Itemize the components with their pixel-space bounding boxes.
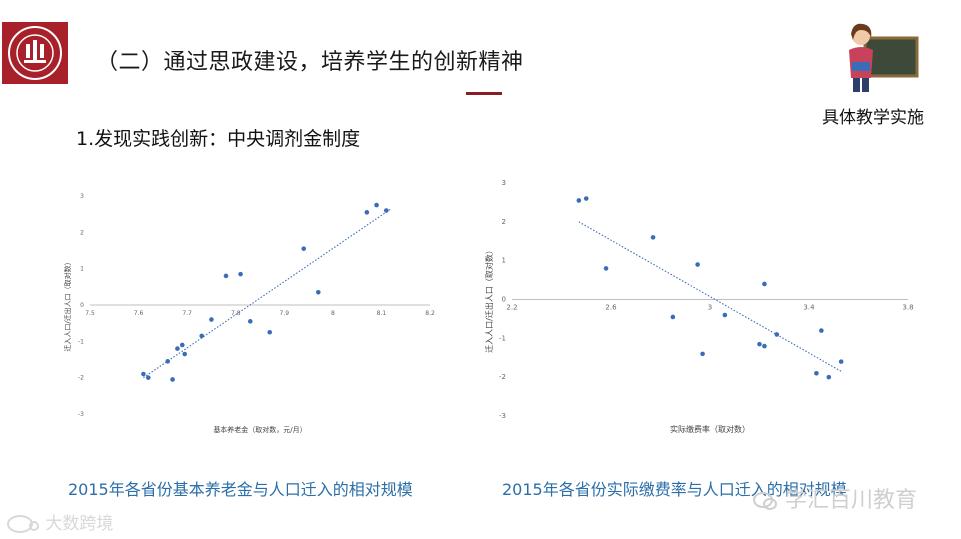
scatter-chart-right: 2.2 2.6 3 3.4 3.8 -3 -2 -1 0 1 2 3 实际缴费率（取对数） 迁入人口/迁出… xyxy=(484,179,914,434)
y-tick-label: 0 xyxy=(502,296,506,304)
chart-pension-vs-migration: 7.5 7.6 7.7 7.8 7.9 8 8.1 8.2 -3 -2 -1 0 1 2 3 基本养老金（取对… xyxy=(56,178,446,442)
university-seal-icon xyxy=(8,26,62,80)
wechat-icon xyxy=(753,492,777,510)
data-point xyxy=(700,351,705,357)
data-point xyxy=(762,281,767,287)
x-tick-label: 8.1 xyxy=(377,310,387,317)
data-point xyxy=(145,375,151,380)
page-title: （二）通过思政建设，培养学生的创新精神 xyxy=(96,50,524,75)
x-tick-label: 7.5 xyxy=(85,310,95,317)
teacher-caption: 具体教学实施 xyxy=(822,108,924,128)
title-underline xyxy=(466,92,502,95)
watermark-right-text: 学汇百川教育 xyxy=(785,488,918,513)
y-tick-label: -2 xyxy=(78,375,84,382)
watermark-left-text: 大数跨境 xyxy=(45,514,114,534)
chart-contribution-vs-migration: 2.2 2.6 3 3.4 3.8 -3 -2 -1 0 1 2 3 实际缴费率（取对数） 迁入人口/迁出… xyxy=(478,168,918,444)
y-tick-label: 1 xyxy=(80,266,84,273)
data-point xyxy=(301,246,307,251)
y-tick-label: 1 xyxy=(502,257,506,265)
y-tick-label: -2 xyxy=(499,373,506,381)
data-point xyxy=(374,202,379,208)
x-tick-label: 2.2 xyxy=(506,304,517,312)
y-tick-label: -3 xyxy=(499,412,506,420)
data-point xyxy=(722,312,728,318)
x-axis-label: 基本养老金（取对数，元/月） xyxy=(213,425,306,434)
x-tick-label: 8 xyxy=(331,310,335,317)
y-tick-label: -1 xyxy=(499,334,506,342)
data-point xyxy=(814,370,819,376)
x-tick-label: 7.6 xyxy=(134,310,144,317)
university-logo xyxy=(2,22,68,84)
x-tick-label: 3 xyxy=(708,304,712,312)
x-tick-label: 7.7 xyxy=(182,310,192,317)
data-point xyxy=(179,342,185,348)
data-point xyxy=(757,341,762,347)
trend-line xyxy=(578,221,842,372)
data-point xyxy=(838,359,844,364)
data-point xyxy=(165,359,171,364)
data-point xyxy=(603,266,609,271)
watermark-right: 学汇百川教育 xyxy=(752,482,917,514)
teacher-at-blackboard-icon xyxy=(849,23,919,92)
y-tick-label: 3 xyxy=(502,179,506,187)
data-point xyxy=(670,314,676,320)
data-point xyxy=(819,328,824,333)
data-point xyxy=(650,235,656,240)
scatter-chart-left: 7.5 7.6 7.7 7.8 7.9 8 8.1 8.2 -3 -2 -1 0 1 2 3 基本养老金（取对… xyxy=(63,193,435,434)
data-point xyxy=(170,377,175,382)
data-point xyxy=(762,343,767,349)
data-point xyxy=(826,374,832,380)
data-point xyxy=(223,273,229,279)
caption-left: 2015年各省份基本养老金与人口迁入的相对规模 xyxy=(68,480,413,499)
data-point xyxy=(209,317,214,322)
section-subtitle: 1.发现实践创新：中央调剂金制度 xyxy=(76,128,361,150)
y-tick-label: 2 xyxy=(80,229,84,236)
y-tick-label: 0 xyxy=(80,302,84,309)
x-tick-label: 3.4 xyxy=(803,304,815,312)
x-tick-label: 3.8 xyxy=(902,304,913,312)
data-point xyxy=(182,351,188,357)
y-tick-label: -3 xyxy=(78,411,84,418)
data-point xyxy=(247,319,253,324)
data-point xyxy=(141,371,146,377)
y-tick-label: 2 xyxy=(502,218,506,226)
trend-line xyxy=(143,208,392,379)
data-point xyxy=(695,262,700,267)
x-tick-label: 8.2 xyxy=(425,310,435,317)
x-tick-label: 7.9 xyxy=(280,310,290,317)
y-tick-label: 3 xyxy=(80,193,84,200)
y-axis-label: 迁入人口/迁出人口（取对数） xyxy=(63,258,72,351)
x-tick-label: 7.8 xyxy=(231,310,241,317)
chat-bubble-icon xyxy=(7,515,39,533)
y-axis-label: 迁入人口/迁出人口（取对数） xyxy=(484,246,494,353)
data-point xyxy=(583,196,589,201)
data-point xyxy=(238,271,243,277)
teacher-illustration xyxy=(843,20,919,94)
watermark-left: 大数跨境 xyxy=(6,509,113,534)
x-axis-label: 实际缴费率（取对数） xyxy=(670,424,750,434)
data-point xyxy=(576,198,582,203)
data-point xyxy=(774,332,780,337)
data-point xyxy=(199,333,205,339)
data-point xyxy=(315,289,321,295)
y-tick-label: -1 xyxy=(78,338,84,345)
data-point xyxy=(364,210,370,215)
data-point xyxy=(383,208,389,213)
x-tick-label: 2.6 xyxy=(605,304,617,312)
data-point xyxy=(267,329,273,335)
data-point xyxy=(175,346,180,351)
